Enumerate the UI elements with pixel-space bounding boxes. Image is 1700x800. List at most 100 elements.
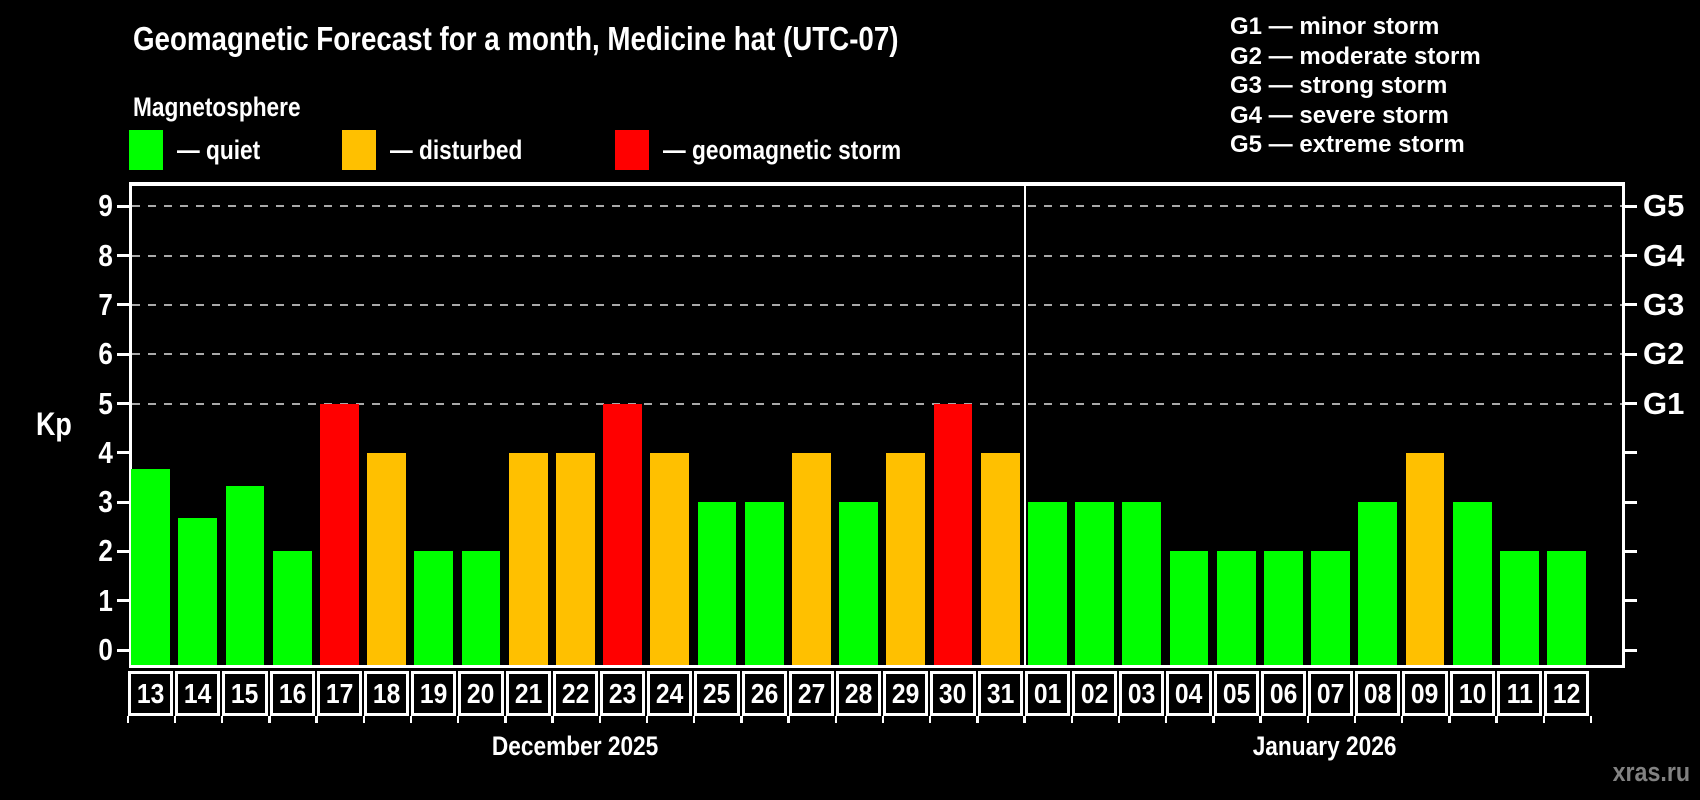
- x-boundary-tick-29: [1495, 716, 1498, 723]
- g-scale-legend-item-2: G2 — moderate storm: [1230, 42, 1481, 70]
- y-tick-right-3: [1625, 500, 1637, 504]
- bar-day-14: [178, 518, 218, 665]
- y-tick-right-9: [1625, 204, 1637, 208]
- day-label-19: 19: [411, 671, 457, 716]
- x-boundary-tick-12: [692, 716, 696, 723]
- quiet-swatch: [129, 130, 163, 170]
- bar-day-12: [1547, 551, 1586, 665]
- bar-day-13: [131, 469, 170, 665]
- bar-day-09: [1405, 452, 1445, 665]
- chart-title: Geomagnetic Forecast for a month, Medici…: [133, 20, 899, 57]
- x-boundary-tick-10: [598, 716, 601, 723]
- day-label-25: 25: [694, 671, 740, 716]
- bar-day-04: [1169, 551, 1209, 665]
- bar-day-20: [461, 551, 501, 665]
- bar-day-17: [320, 403, 359, 665]
- g-scale-legend-item-1: G1 — minor storm: [1230, 13, 1440, 40]
- gridline-kp9: [132, 205, 1622, 208]
- bar-day-01: [1028, 502, 1067, 665]
- storm-label: — geomagnetic storm: [663, 135, 902, 165]
- y-tick-left-9: [117, 204, 129, 208]
- plot-area: [129, 182, 1625, 668]
- bar-day-26: [744, 502, 784, 665]
- y-tick-left-2: [117, 549, 129, 553]
- y-tick-label-2: 2: [98, 533, 113, 569]
- x-boundary-tick-13: [740, 716, 743, 723]
- y-tick-left-0: [117, 648, 129, 652]
- x-boundary-tick-5: [362, 716, 365, 723]
- day-label-04: 04: [1166, 671, 1212, 716]
- x-boundary-tick-1: [173, 716, 177, 723]
- y-tick-left-4: [117, 451, 129, 455]
- quiet-label: — quiet: [177, 135, 261, 165]
- day-label-28: 28: [836, 671, 882, 716]
- bar-day-06: [1264, 551, 1303, 665]
- y-tick-left-7: [117, 303, 129, 307]
- y-tick-label-6: 6: [98, 336, 113, 372]
- day-label-14: 14: [175, 671, 221, 716]
- x-boundary-tick-15: [834, 716, 837, 723]
- x-boundary-tick-7: [456, 716, 460, 723]
- y-tick-right-2: [1625, 549, 1637, 553]
- x-boundary-tick-6: [409, 716, 413, 723]
- y-tick-right-0: [1625, 648, 1637, 652]
- day-label-01: 01: [1024, 671, 1070, 716]
- g-scale-legend-item-4: G4 — severe storm: [1230, 101, 1449, 129]
- g-scale-legend: G1 — minor storm G2 — moderate storm G3 — …: [1230, 12, 1481, 160]
- x-boundary-tick-31: [1589, 716, 1593, 723]
- y-tick-label-3: 3: [98, 484, 113, 520]
- x-boundary-tick-11: [645, 716, 649, 723]
- storm-swatch: [615, 130, 649, 170]
- bar-day-16: [272, 551, 312, 665]
- y-tick-right-1: [1625, 599, 1637, 603]
- y-tick-left-6: [117, 352, 129, 356]
- day-label-16: 16: [269, 671, 315, 716]
- y-tick-label-5: 5: [98, 385, 113, 421]
- y-tick-right-6: [1625, 352, 1637, 356]
- g-scale-legend-item-3: G3 — strong storm: [1230, 72, 1448, 99]
- x-boundary-tick-4: [315, 716, 318, 723]
- x-boundary-tick-8: [504, 716, 507, 723]
- g-label-G1: G1: [1643, 385, 1685, 421]
- y-tick-label-0: 0: [98, 632, 113, 667]
- y-tick-left-8: [117, 254, 129, 258]
- y-tick-label-8: 8: [98, 237, 113, 273]
- x-boundary-tick-3: [268, 716, 271, 723]
- g-label-G4: G4: [1643, 237, 1685, 273]
- x-boundary-tick-18: [976, 716, 979, 723]
- y-tick-left-1: [117, 599, 129, 603]
- disturbed-label: — disturbed: [390, 135, 523, 165]
- month-label-december: December 2025: [491, 731, 659, 761]
- bar-day-25: [697, 502, 737, 665]
- y-tick-right-5: [1625, 402, 1637, 405]
- bar-day-30: [933, 403, 973, 665]
- day-label-31: 31: [977, 671, 1023, 716]
- gridline-kp8: [132, 254, 1622, 257]
- x-boundary-tick-16: [881, 716, 885, 723]
- day-label-29: 29: [883, 671, 929, 716]
- month-label-january: January 2026: [1253, 731, 1397, 761]
- bar-day-02: [1075, 502, 1114, 665]
- x-boundary-tick-9: [551, 716, 554, 723]
- magnetosphere-label: Magnetosphere: [133, 92, 301, 122]
- gridline-kp6: [132, 353, 1622, 356]
- day-label-22: 22: [552, 671, 598, 716]
- x-boundary-tick-25: [1306, 716, 1309, 723]
- bar-day-10: [1452, 502, 1492, 665]
- y-tick-left-3: [117, 500, 129, 504]
- x-boundary-tick-17: [928, 716, 932, 723]
- bar-day-03: [1122, 502, 1162, 665]
- day-label-13: 13: [128, 671, 174, 716]
- watermark: xras.ru: [1612, 757, 1690, 787]
- y-tick-right-7: [1625, 303, 1637, 307]
- y-tick-left-5: [117, 402, 129, 405]
- day-label-18: 18: [364, 671, 410, 716]
- day-label-10: 10: [1449, 671, 1495, 716]
- bar-day-24: [650, 452, 690, 665]
- day-label-23: 23: [600, 671, 646, 716]
- y-tick-right-4: [1625, 451, 1637, 455]
- month-separator: [1023, 186, 1027, 665]
- day-label-05: 05: [1213, 671, 1259, 716]
- bar-day-28: [839, 502, 878, 665]
